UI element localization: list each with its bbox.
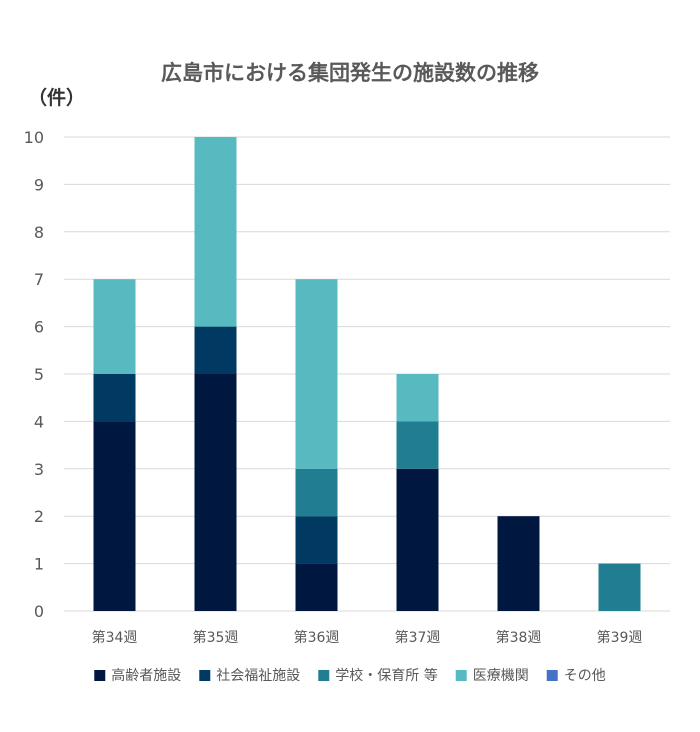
y-tick-label: 8 <box>34 223 44 242</box>
y-tick-label: 4 <box>34 412 44 431</box>
y-tick-label: 3 <box>34 460 44 479</box>
x-tick-label: 第37週 <box>395 629 441 646</box>
legend-swatch <box>318 670 330 681</box>
bar-segment <box>396 421 439 469</box>
legend-label: 学校・保育所 等 <box>335 667 437 684</box>
legend-label: 高齢者施設 <box>111 667 181 684</box>
y-axis-ticks: 0 1 2 3 4 5 6 7 8 9 10 <box>24 128 44 621</box>
x-tick-label: 第34週 <box>92 629 138 646</box>
y-tick-label: 9 <box>34 175 44 194</box>
bar-segment <box>497 516 540 611</box>
bar-segment <box>295 563 338 611</box>
x-axis-ticks: 第34週 第35週 第36週 第37週 第38週 第39週 <box>92 629 643 646</box>
x-tick-label: 第39週 <box>597 629 643 646</box>
bar-segment <box>598 563 641 611</box>
bar-segment <box>396 468 439 611</box>
bar-segment <box>295 468 338 517</box>
legend-swatch <box>455 670 467 681</box>
y-tick-label: 5 <box>34 365 44 384</box>
x-tick-label: 第35週 <box>193 629 239 646</box>
legend-swatch <box>199 670 211 681</box>
bar-segment <box>93 279 136 374</box>
legend-swatch <box>546 670 558 681</box>
bar-segment <box>194 326 237 374</box>
bar-segment <box>93 374 136 422</box>
y-tick-label: 1 <box>34 555 44 574</box>
bars <box>93 137 641 611</box>
y-tick-label: 0 <box>34 602 44 621</box>
y-tick-label: 10 <box>24 128 44 147</box>
gridlines <box>64 136 670 612</box>
legend-label: その他 <box>564 668 606 684</box>
y-unit-label: （件） <box>28 86 85 109</box>
x-tick-label: 第36週 <box>294 629 340 646</box>
x-tick-label: 第38週 <box>496 629 542 646</box>
chart-title: 広島市における集団発生の施設数の推移 <box>161 61 539 85</box>
legend-swatch <box>94 670 106 681</box>
bar-segment <box>93 421 136 611</box>
y-tick-label: 7 <box>34 270 44 289</box>
bar-segment <box>396 374 439 422</box>
y-tick-label: 2 <box>34 507 44 526</box>
y-tick-label: 6 <box>34 318 44 337</box>
legend-label: 社会福祉施設 <box>216 668 300 684</box>
bar-segment <box>295 516 338 564</box>
bar-segment <box>295 279 338 469</box>
legend-label: 医療機関 <box>473 667 529 684</box>
bar-segment <box>194 137 237 327</box>
bar-segment <box>194 374 237 611</box>
legend: 高齢者施設 社会福祉施設 学校・保育所 等 医療機関 その他 <box>94 667 606 684</box>
